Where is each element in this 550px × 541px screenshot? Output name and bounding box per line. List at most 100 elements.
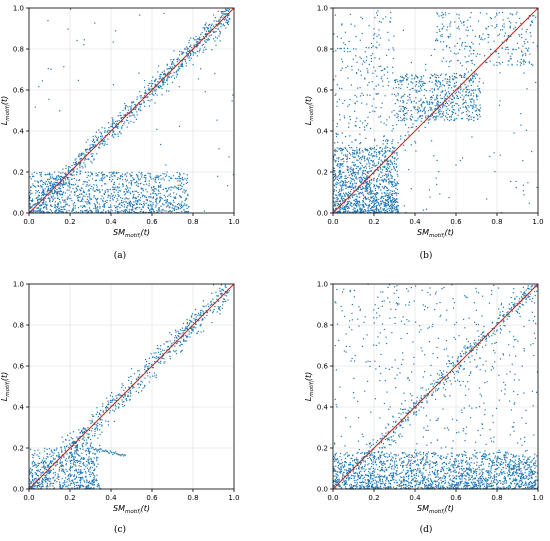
scatter-point — [200, 324, 202, 326]
scatter-point — [47, 68, 49, 70]
scatter-point — [441, 33, 443, 36]
scatter-point — [149, 200, 151, 202]
scatter-point — [228, 290, 230, 292]
scatter-point — [421, 103, 423, 105]
scatter-point — [449, 25, 451, 27]
scatter-point — [48, 197, 50, 199]
scatter-point — [59, 182, 61, 184]
scatter-point — [386, 119, 388, 121]
scatter-point — [71, 164, 73, 167]
scatter-point — [406, 79, 409, 81]
scatter-point — [470, 78, 472, 81]
scatter-point — [49, 191, 51, 194]
scatter-point — [404, 93, 406, 96]
scatter-point — [227, 291, 229, 293]
scatter-point — [466, 114, 468, 116]
scatter-point — [339, 209, 341, 211]
scatter-point — [479, 104, 481, 106]
scatter-point — [42, 183, 44, 186]
scatter-point — [93, 158, 95, 160]
scatter-point — [376, 156, 378, 158]
scatter-point — [37, 198, 39, 200]
scatter-point — [193, 326, 195, 328]
scatter-point — [130, 182, 133, 184]
scatter-point — [389, 204, 391, 207]
scatter-point — [333, 159, 335, 161]
scatter-point — [36, 474, 39, 477]
scatter-point — [333, 176, 336, 178]
scatter-point — [119, 112, 121, 114]
scatter-point — [51, 190, 53, 192]
scatter-point — [418, 100, 420, 102]
scatter-point — [128, 112, 130, 115]
scatter-point — [91, 140, 93, 143]
scatter-point — [61, 206, 63, 208]
scatter-point — [346, 156, 349, 158]
scatter-point — [197, 78, 200, 80]
scatter-point — [375, 152, 378, 154]
scatter-point — [94, 22, 96, 24]
scatter-point — [118, 195, 120, 197]
scatter-point — [57, 452, 59, 454]
scatter-point — [119, 131, 121, 133]
scatter-point — [167, 195, 169, 197]
scatter-point — [185, 182, 187, 184]
scatter-point — [339, 211, 341, 214]
scatter-point — [65, 167, 67, 169]
scatter-point — [458, 17, 460, 19]
scatter-point — [436, 39, 439, 42]
scatter-point — [334, 185, 336, 187]
scatter-point — [145, 202, 147, 204]
scatter-point — [169, 72, 171, 74]
scatter-point — [446, 106, 448, 108]
scatter-point — [139, 207, 141, 209]
scatter-point — [159, 85, 161, 87]
scatter-point — [44, 197, 46, 199]
scatter-point — [219, 40, 221, 42]
scatter-point — [97, 174, 99, 176]
scatter-point — [351, 65, 353, 68]
scatter-point — [507, 64, 509, 66]
scatter-point — [437, 88, 439, 90]
scatter-point — [205, 36, 208, 38]
scatter-point — [152, 375, 154, 377]
scatter-point — [469, 25, 472, 27]
scatter-point — [151, 93, 153, 95]
scatter-point — [145, 174, 147, 176]
scatter-point — [482, 33, 484, 35]
scatter-point — [383, 74, 385, 76]
scatter-point — [353, 161, 355, 164]
scatter-point — [347, 191, 349, 193]
scatter-point — [155, 206, 157, 208]
scatter-point — [370, 182, 372, 184]
scatter-point — [67, 169, 69, 171]
scatter-point — [409, 89, 411, 91]
scatter-point — [348, 174, 350, 176]
scatter-point — [86, 176, 88, 179]
scatter-point — [67, 184, 69, 187]
scatter-point — [112, 194, 114, 196]
scatter-point — [391, 157, 393, 159]
scatter-point — [228, 9, 230, 11]
scatter-point — [532, 15, 534, 17]
scatter-point — [86, 151, 88, 153]
scatter-point — [68, 179, 70, 181]
scatter-point — [525, 129, 528, 131]
scatter-point — [344, 147, 346, 149]
scatter-point — [152, 82, 154, 85]
scatter-point — [375, 184, 378, 186]
scatter-point — [390, 17, 392, 19]
scatter-point — [412, 82, 414, 84]
scatter-point — [352, 168, 354, 170]
scatter-point — [159, 200, 161, 202]
scatter-point — [385, 198, 387, 201]
scatter-point — [380, 121, 382, 123]
scatter-point — [449, 47, 451, 49]
scatter-point — [149, 376, 151, 378]
scatter-point — [74, 205, 77, 207]
scatter-point — [499, 29, 502, 31]
scatter-point — [165, 188, 168, 190]
scatter-point — [167, 76, 170, 78]
scatter-point — [335, 194, 338, 196]
scatter-point — [77, 79, 79, 82]
